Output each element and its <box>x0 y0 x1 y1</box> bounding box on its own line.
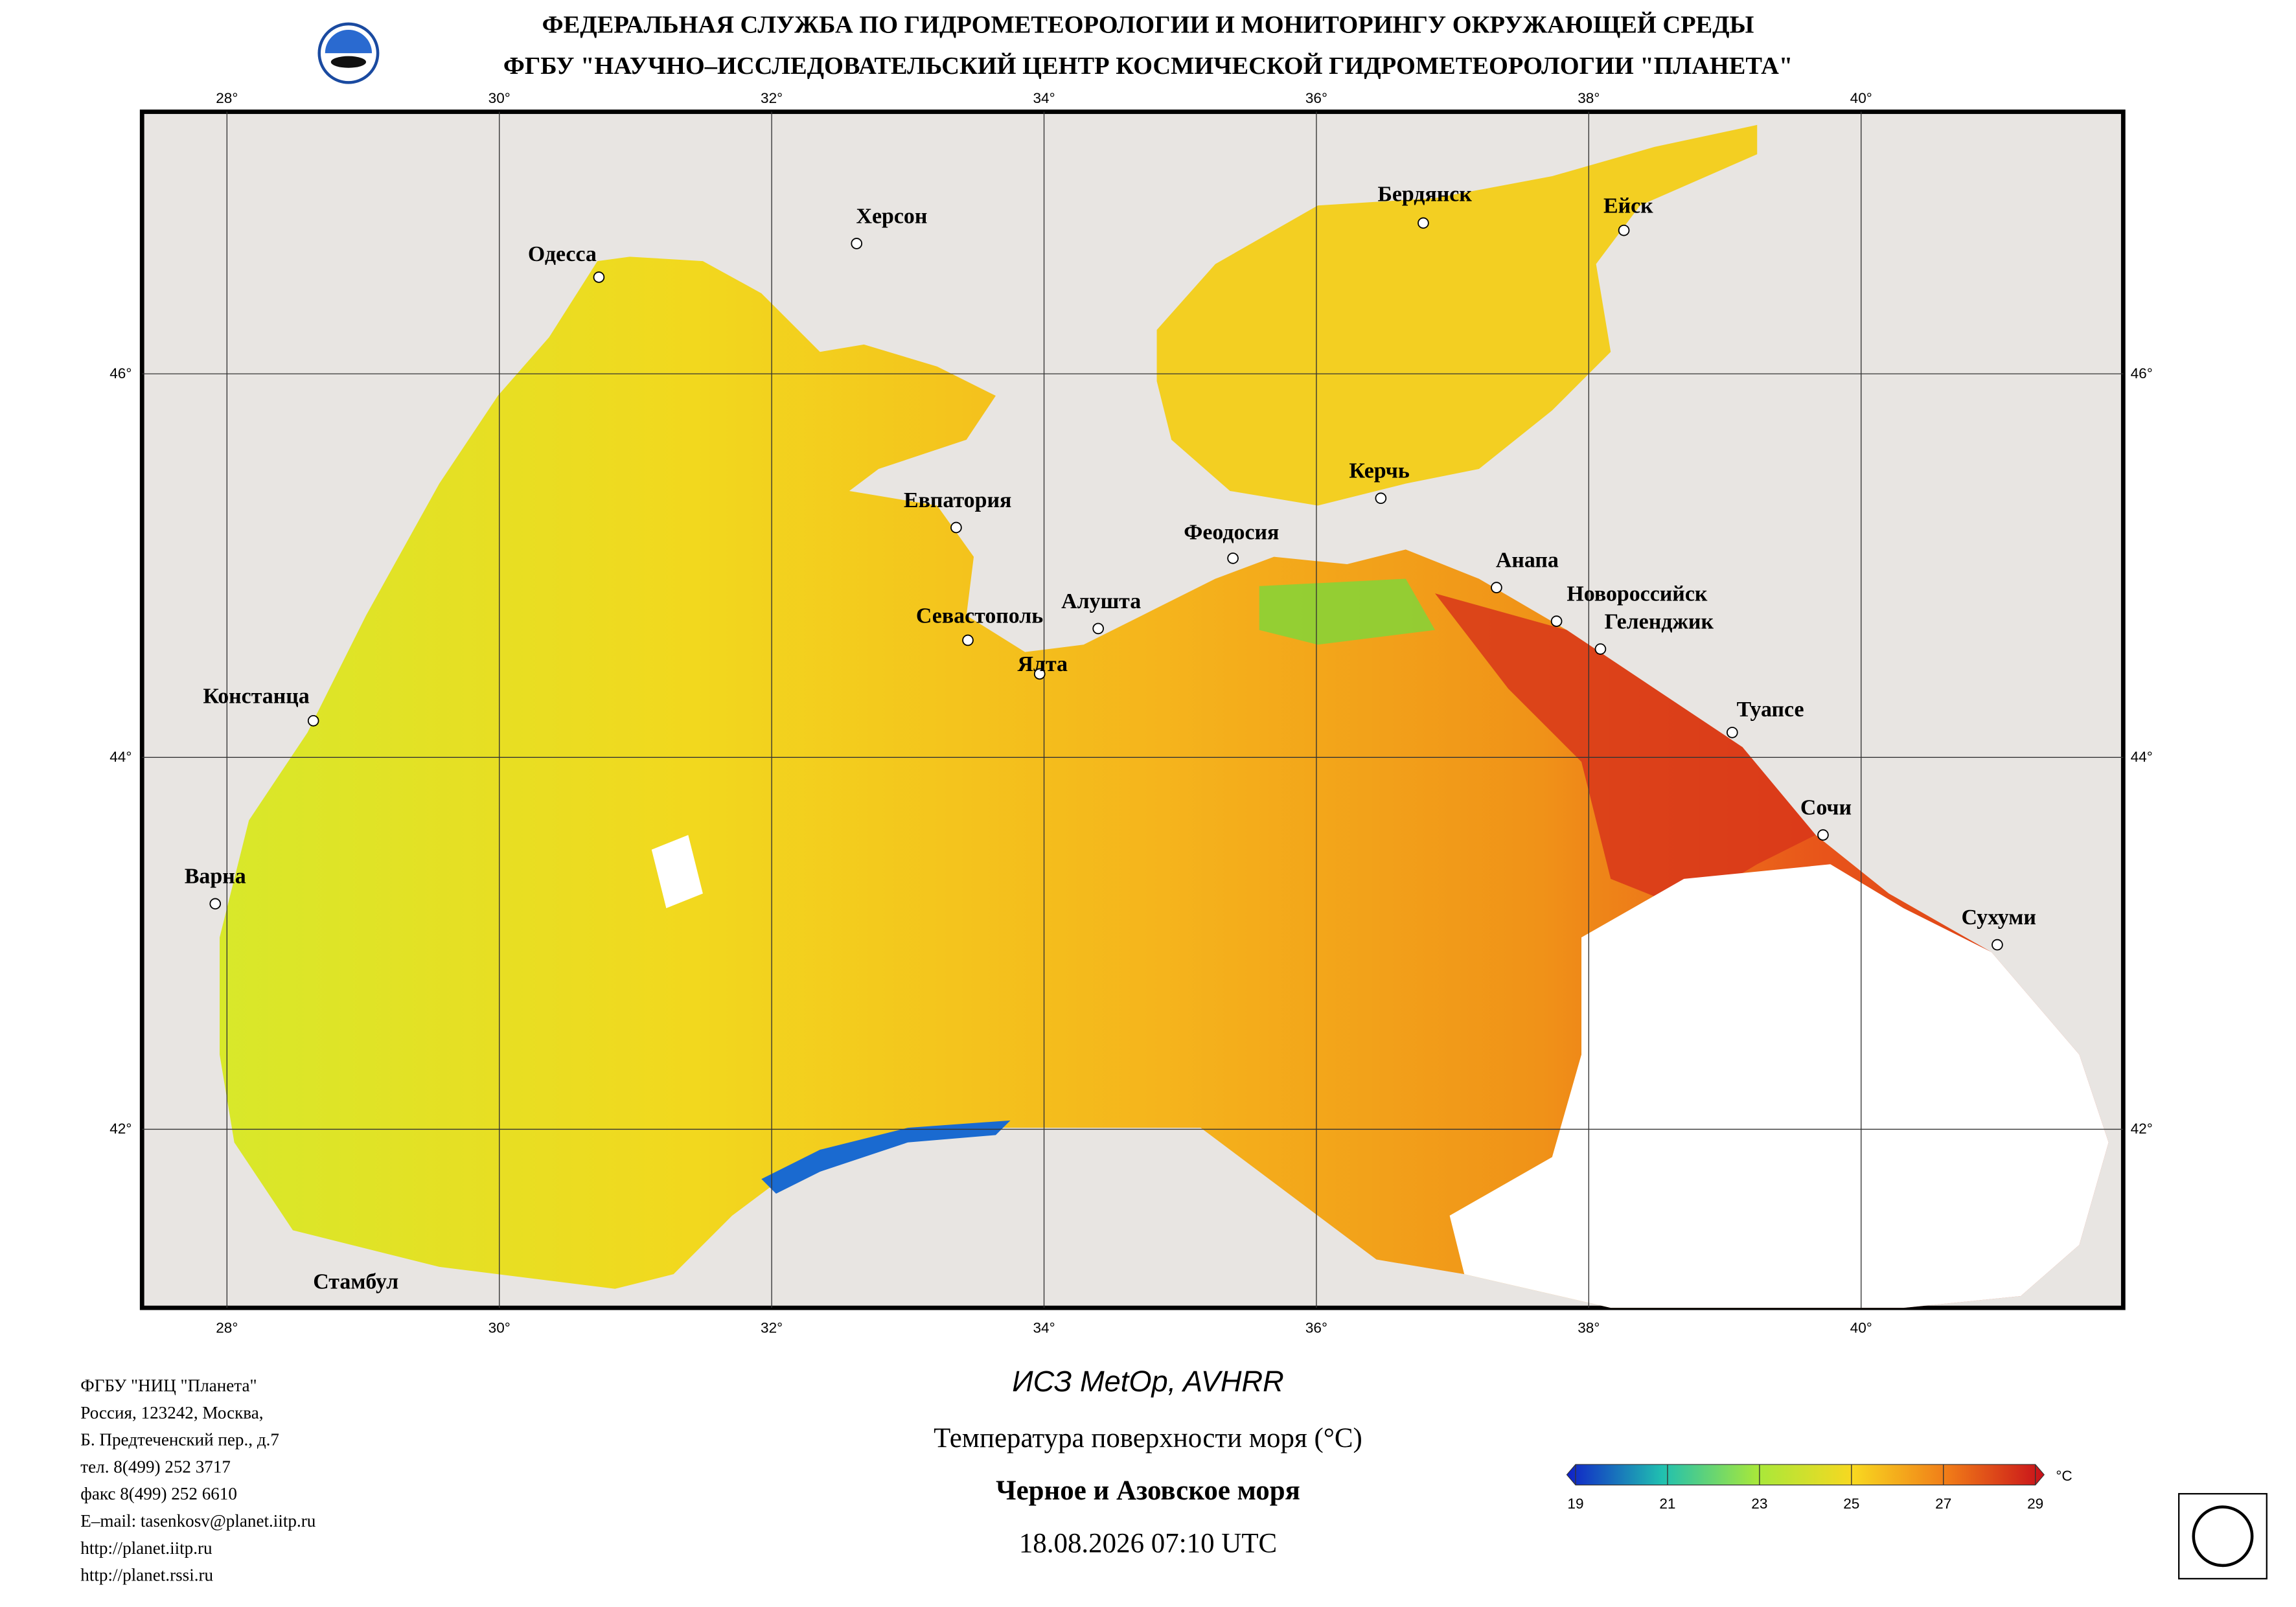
city-label: Севастополь <box>916 604 1043 628</box>
colorbar-label: 19 <box>1567 1496 1583 1512</box>
satellite: ИСЗ MetOp, AVHRR <box>1012 1365 1283 1398</box>
city-marker <box>1491 582 1502 593</box>
city-marker <box>1418 217 1429 229</box>
address-line: Б. Предтеченский пер., д.7 <box>80 1430 279 1450</box>
city-label: Туапсе <box>1737 698 1804 722</box>
city-label: Новороссийск <box>1567 582 1707 606</box>
city-marker <box>1227 553 1239 564</box>
address-line: http://planet.iitp.ru <box>80 1538 212 1558</box>
city-label: Херсон <box>856 204 928 228</box>
city-marker <box>593 271 605 283</box>
city-label: Сухуми <box>1962 906 2036 929</box>
address-line: http://planet.rssi.ru <box>80 1566 213 1585</box>
city-label: Ялта <box>1018 652 1068 676</box>
address-line: факс 8(499) 252 6610 <box>80 1484 237 1503</box>
datetime: 18.08.2026 07:10 UTC <box>1019 1529 1277 1559</box>
city-label: Анапа <box>1496 548 1559 572</box>
city-label: Ейск <box>1603 194 1653 218</box>
city-label: Евпатория <box>904 488 1011 512</box>
lat-label: 42° <box>109 1121 132 1137</box>
header-line: ФГБУ "НАУЧНО–ИССЛЕДОВАТЕЛЬСКИЙ ЦЕНТР КОС… <box>503 52 1793 80</box>
cloud-mask <box>651 835 703 909</box>
warm-area <box>1435 593 1816 909</box>
city-marker <box>950 521 962 534</box>
city-marker <box>1992 939 2003 951</box>
city-marker <box>1092 622 1104 635</box>
lon-label: 38° <box>1578 90 1600 106</box>
lon-label: 30° <box>488 90 511 106</box>
parameter: Температура поверхности моря (°C) <box>934 1423 1362 1453</box>
header-line: ФЕДЕРАЛЬНАЯ СЛУЖБА ПО ГИДРОМЕТЕОРОЛОГИИ … <box>542 12 1754 39</box>
city-marker <box>1618 224 1630 236</box>
map-labels: 28° 28° 30° 30° 32° 32° 34° 34° 36° 36° 38° 38° 40° 4… <box>109 90 2153 1336</box>
region: Черное и Азовское моря <box>996 1476 1300 1506</box>
city-label: Констанца <box>203 685 309 709</box>
city-marker <box>1817 829 1829 841</box>
lon-label: 32° <box>761 90 783 106</box>
lon-label: 32° <box>761 1320 783 1336</box>
city-marker <box>962 634 974 646</box>
lat-label: 46° <box>109 365 132 382</box>
lon-label: 28° <box>216 1320 238 1336</box>
lat-label: 42° <box>2131 1121 2153 1137</box>
graticule <box>142 111 2124 1308</box>
lon-label: 30° <box>488 1320 511 1336</box>
city-label: Стамбул <box>313 1270 398 1294</box>
city-marker <box>1594 643 1607 655</box>
city-label: Бердянск <box>1377 182 1472 206</box>
city-label: Керчь <box>1349 459 1409 483</box>
colorbar-label: 21 <box>1659 1496 1675 1512</box>
city-label: Сочи <box>1800 795 1852 819</box>
lat-label: 44° <box>2131 749 2153 765</box>
lon-label: 36° <box>1305 1320 1327 1336</box>
cloud-mask <box>1449 864 2109 1308</box>
coastal-cold <box>761 1120 1011 1194</box>
city-marker <box>851 238 863 249</box>
colorbar-label: 27 <box>1935 1496 1951 1512</box>
lat-label: 44° <box>109 749 132 765</box>
logo <box>317 22 380 84</box>
lon-label: 36° <box>1305 90 1327 106</box>
city-label: Варна <box>185 865 246 889</box>
colorbar <box>1566 1464 2045 1486</box>
address: ФГБУ "НИЦ "Планета" Россия, 123242, Москв… <box>80 1376 316 1585</box>
cool-area <box>1259 578 1435 645</box>
city-marker <box>1375 492 1387 505</box>
address-line: Россия, 123242, Москва, <box>80 1403 263 1422</box>
city-marker <box>307 714 319 727</box>
lon-label: 40° <box>1850 90 1872 106</box>
lon-label: 40° <box>1850 1320 1872 1336</box>
address-line: тел. 8(499) 252 3717 <box>80 1457 231 1476</box>
address-line: ФГБУ "НИЦ "Планета" <box>80 1376 257 1395</box>
colorbar-ticks: 19 21 23 25 27 29 <box>1567 1464 2043 1512</box>
lon-label: 38° <box>1578 1320 1600 1336</box>
colorbar-unit: °C <box>2056 1468 2072 1484</box>
colorbar-label: 25 <box>1843 1496 1859 1512</box>
address-line: E–mail: tasenkosv@planet.iitp.ru <box>80 1511 316 1531</box>
colorbar-label: 23 <box>1751 1496 1767 1512</box>
city-marker <box>1033 668 1046 680</box>
lon-label: 28° <box>216 90 238 106</box>
city-marker <box>1727 727 1738 738</box>
lat-label: 46° <box>2131 365 2153 382</box>
iso-stamp <box>2178 1493 2267 1580</box>
city-label: Геленджик <box>1605 610 1714 633</box>
city-marker <box>1550 615 1563 627</box>
azov-sea <box>1156 124 1758 506</box>
city-label: Алушта <box>1061 589 1141 613</box>
city-label: Феодосия <box>1184 521 1279 545</box>
city-marker <box>209 898 222 910</box>
lon-label: 34° <box>1033 90 1055 106</box>
city-label: Одесса <box>528 242 597 266</box>
lon-label: 34° <box>1033 1320 1055 1336</box>
colorbar-label: 29 <box>2027 1496 2043 1512</box>
